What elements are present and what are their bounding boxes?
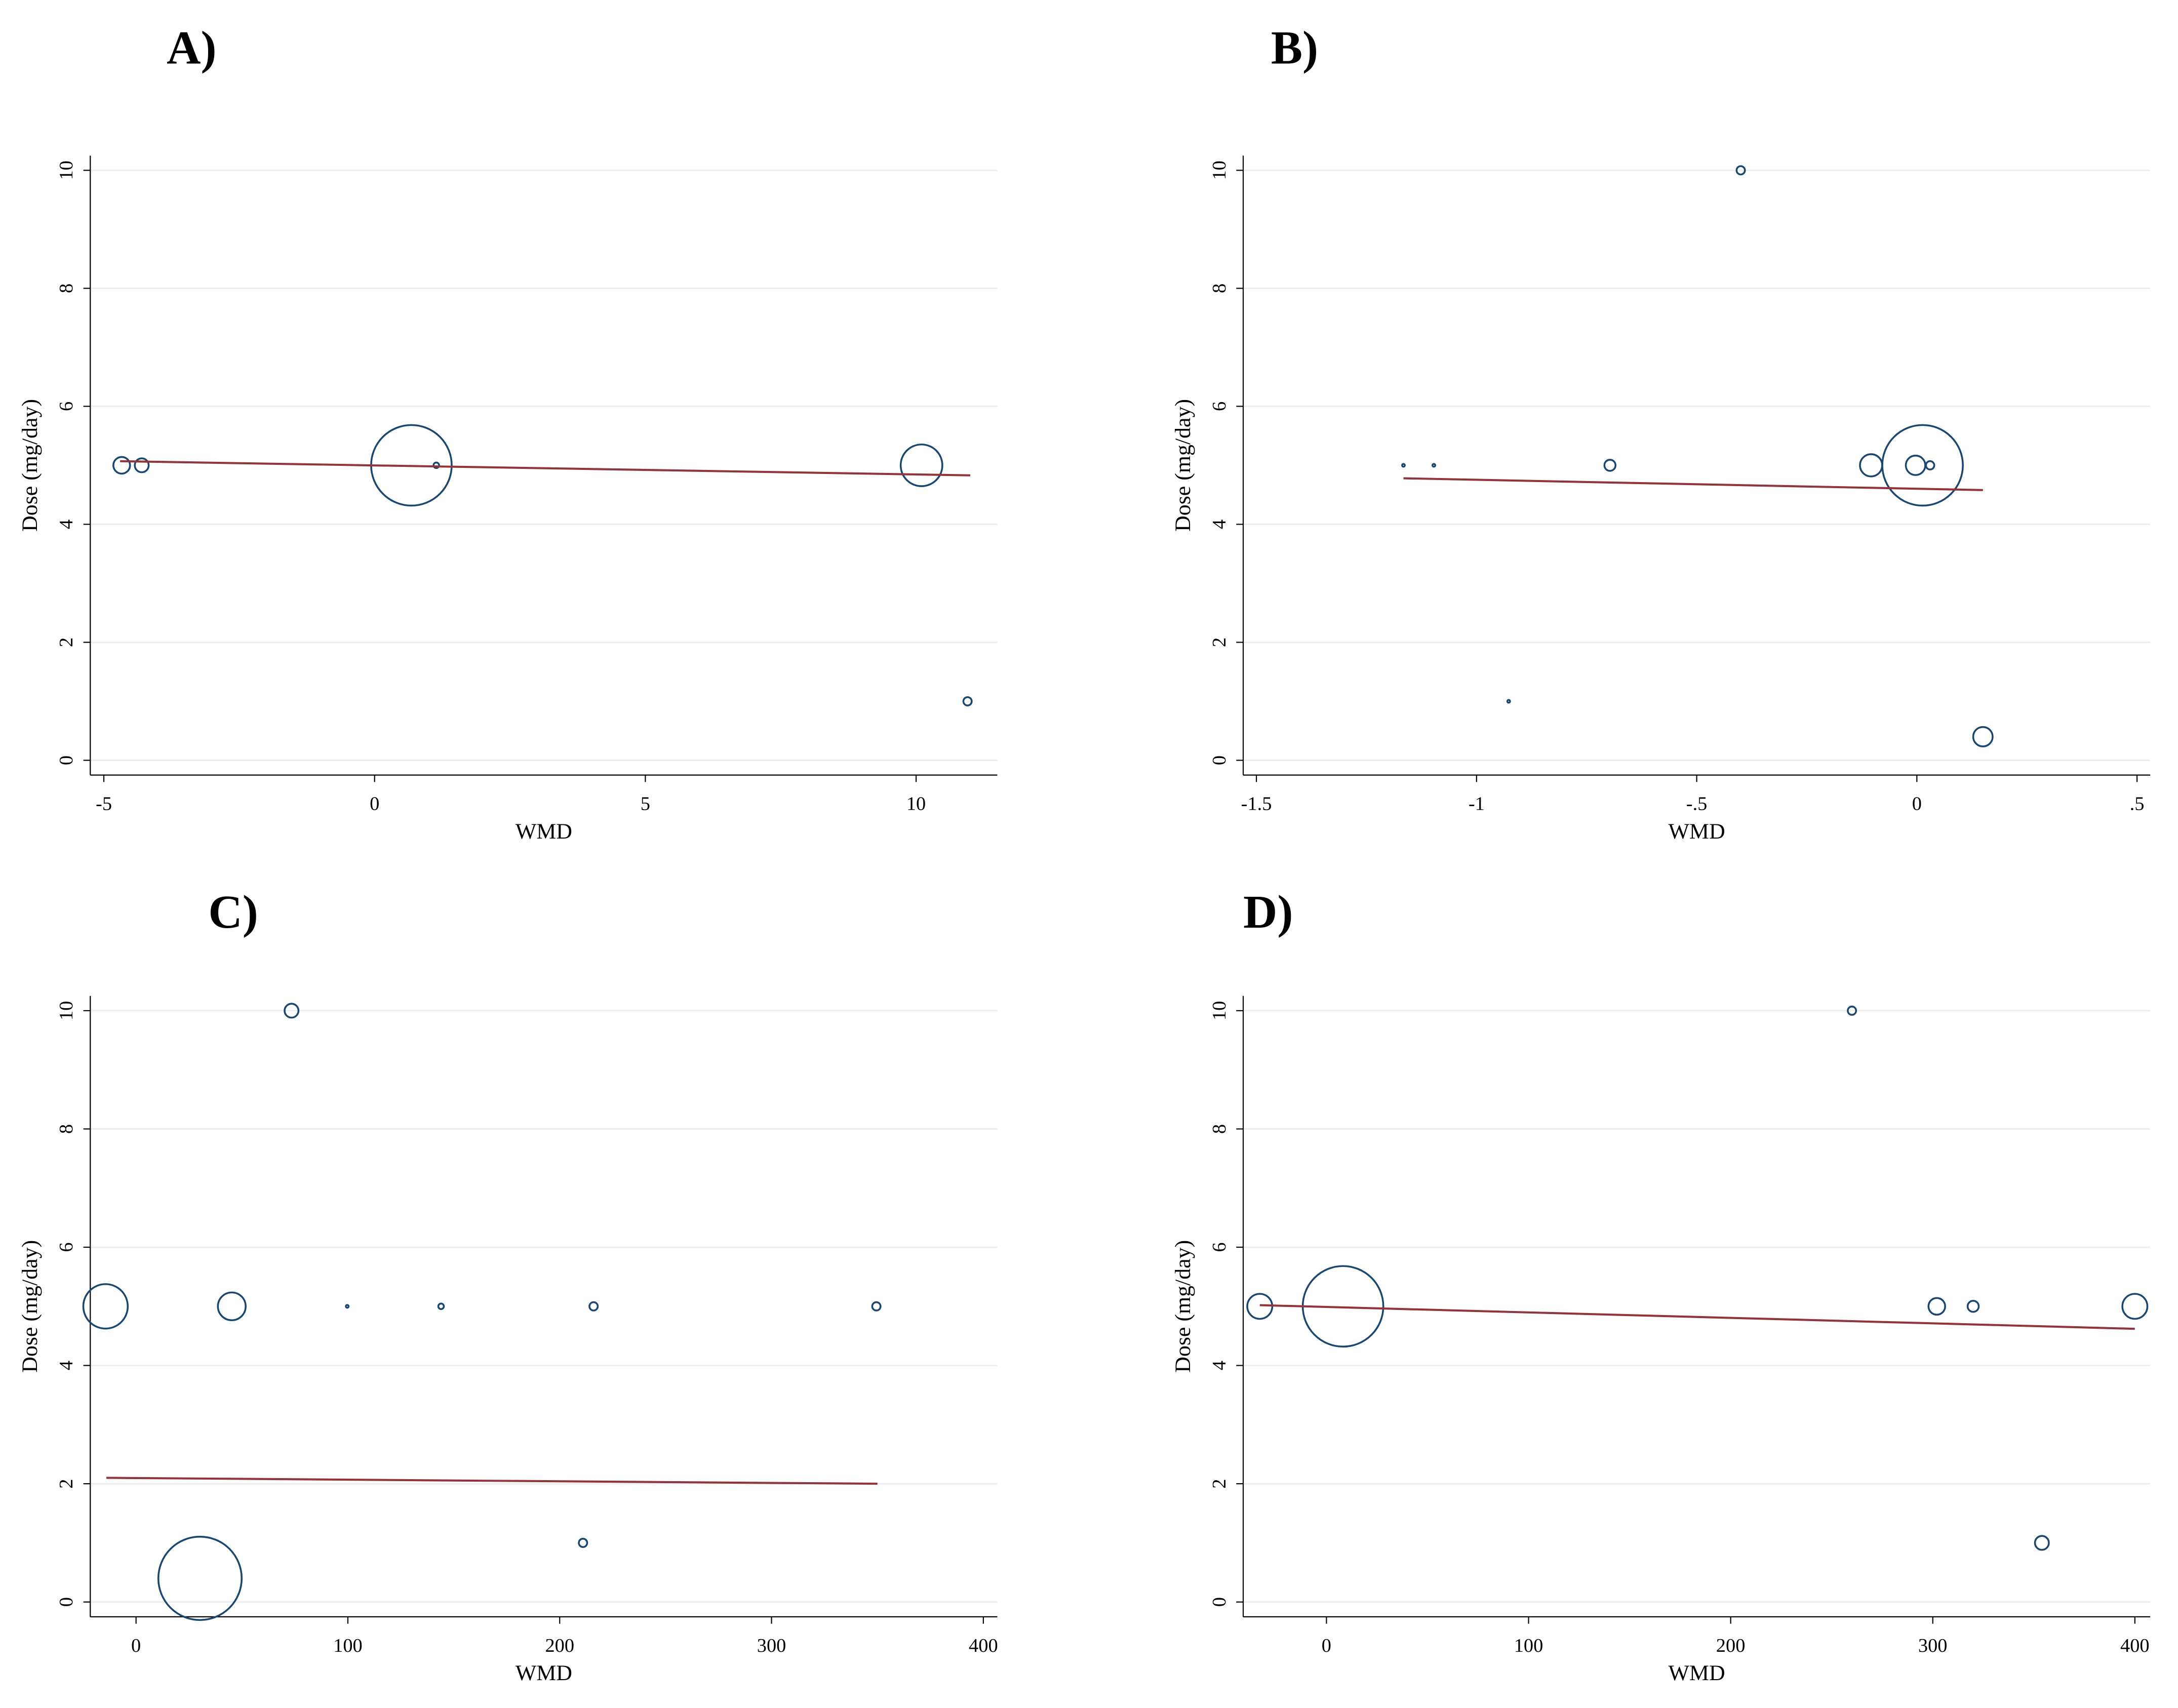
bubble	[1603, 459, 1617, 472]
y-axis-label: Dose (mg/day)	[1171, 399, 1195, 532]
x-tick-label: 300	[757, 1635, 786, 1656]
bubble	[82, 1283, 129, 1330]
y-tick-label: 4	[1209, 1361, 1230, 1370]
panel-label: D)	[1243, 886, 1293, 938]
bubble	[962, 696, 973, 706]
x-tick-label: -.5	[1686, 793, 1708, 815]
bubble	[1925, 460, 1935, 470]
x-tick-label: 400	[969, 1635, 998, 1656]
x-axis-label: WMD	[516, 819, 572, 844]
y-axis-label: Dose (mg/day)	[18, 399, 42, 532]
bubble	[1927, 1297, 1946, 1316]
bubble	[1847, 1005, 1857, 1016]
bubble	[1506, 699, 1511, 704]
panel: A) 0 2 4 6 8 10 -5 0 5 10 WMD Dose (mg/day)	[18, 22, 998, 844]
y-tick-label: 8	[1209, 1124, 1230, 1134]
bubble	[588, 1301, 599, 1312]
bubble	[112, 456, 131, 475]
x-tick-label: -1.5	[1241, 793, 1272, 815]
bubble	[1966, 1300, 1980, 1313]
x-tick-label: 300	[1918, 1635, 1948, 1656]
fit-line	[106, 1477, 878, 1485]
y-tick-label: 6	[56, 402, 77, 411]
y-tick-label: 2	[1209, 638, 1230, 647]
x-tick-label: .5	[2130, 793, 2145, 815]
x-tick-label: 5	[641, 793, 650, 815]
fit-line	[1259, 1304, 2135, 1330]
y-tick-label: 10	[56, 161, 77, 180]
bubble	[1905, 454, 1926, 476]
bubble	[1735, 165, 1746, 176]
y-tick-label: 10	[56, 1001, 77, 1020]
bubble	[432, 461, 440, 469]
y-tick-label: 8	[56, 284, 77, 293]
x-tick-label: 10	[906, 793, 926, 815]
y-tick-label: 4	[56, 1361, 77, 1370]
bubble	[1972, 726, 1994, 747]
y-tick-label: 0	[1209, 1597, 1230, 1607]
bubble	[1859, 453, 1883, 478]
y-tick-label: 2	[1209, 1479, 1230, 1489]
bubble	[1401, 463, 1406, 468]
y-tick-label: 8	[1209, 284, 1230, 293]
bubble	[1881, 424, 1964, 507]
fit-line	[120, 460, 971, 476]
x-tick-label: 200	[1716, 1635, 1746, 1656]
bubble	[2121, 1293, 2149, 1320]
y-tick-label: 6	[1209, 1242, 1230, 1252]
x-tick-label: -5	[96, 793, 112, 815]
bubble	[437, 1302, 445, 1310]
y-tick-label: 6	[56, 1242, 77, 1252]
panel: B) 0 2 4 6 8 10 -1.5 -1 -.5 0 .5 WMD Dose (mg/day)	[1171, 22, 2151, 844]
y-tick-label: 0	[1209, 756, 1230, 765]
bubble	[157, 1535, 243, 1621]
y-tick-label: 2	[56, 1479, 77, 1489]
x-tick-label: 400	[2120, 1635, 2150, 1656]
x-tick-label: 0	[131, 1635, 141, 1656]
x-axis-label: WMD	[516, 1661, 572, 1685]
panel-label: B)	[1271, 22, 1318, 74]
figure-content: A) 0 2 4 6 8 10 -5 0 5 10 WMD Dose (mg/day) B) 0 2 4 6 8 10…	[18, 22, 2151, 1685]
y-tick-label: 2	[56, 638, 77, 647]
x-tick-label: 100	[1514, 1635, 1543, 1656]
y-axis-label: Dose (mg/day)	[1171, 1240, 1195, 1373]
bubble	[578, 1537, 588, 1548]
y-tick-label: 4	[1209, 520, 1230, 529]
y-tick-label: 8	[56, 1124, 77, 1134]
bubble	[2034, 1535, 2050, 1551]
x-tick-label: 0	[1322, 1635, 1331, 1656]
bubble	[899, 443, 943, 487]
x-tick-label: 100	[333, 1635, 363, 1656]
x-axis-label: WMD	[1669, 1661, 1725, 1685]
panel-label: C)	[208, 886, 258, 938]
x-tick-label: 0	[1912, 793, 1922, 815]
y-axis-label: Dose (mg/day)	[18, 1240, 42, 1373]
bubble	[1431, 463, 1437, 468]
x-axis-label: WMD	[1669, 819, 1725, 844]
y-tick-label: 10	[1209, 161, 1230, 180]
bubble	[345, 1304, 350, 1309]
bubble	[134, 457, 150, 473]
y-tick-label: 0	[56, 1597, 77, 1607]
y-tick-label: 4	[56, 520, 77, 529]
bubble	[284, 1003, 300, 1019]
y-tick-label: 10	[1209, 1001, 1230, 1020]
panel-label: A)	[167, 22, 216, 74]
x-tick-label: 0	[370, 793, 379, 815]
y-tick-label: 6	[1209, 402, 1230, 411]
fit-line	[1403, 477, 1983, 491]
x-tick-label: 200	[545, 1635, 574, 1656]
bubble	[217, 1291, 247, 1322]
bubble	[871, 1301, 882, 1312]
x-tick-label: -1	[1469, 793, 1485, 815]
y-tick-label: 0	[56, 756, 77, 765]
